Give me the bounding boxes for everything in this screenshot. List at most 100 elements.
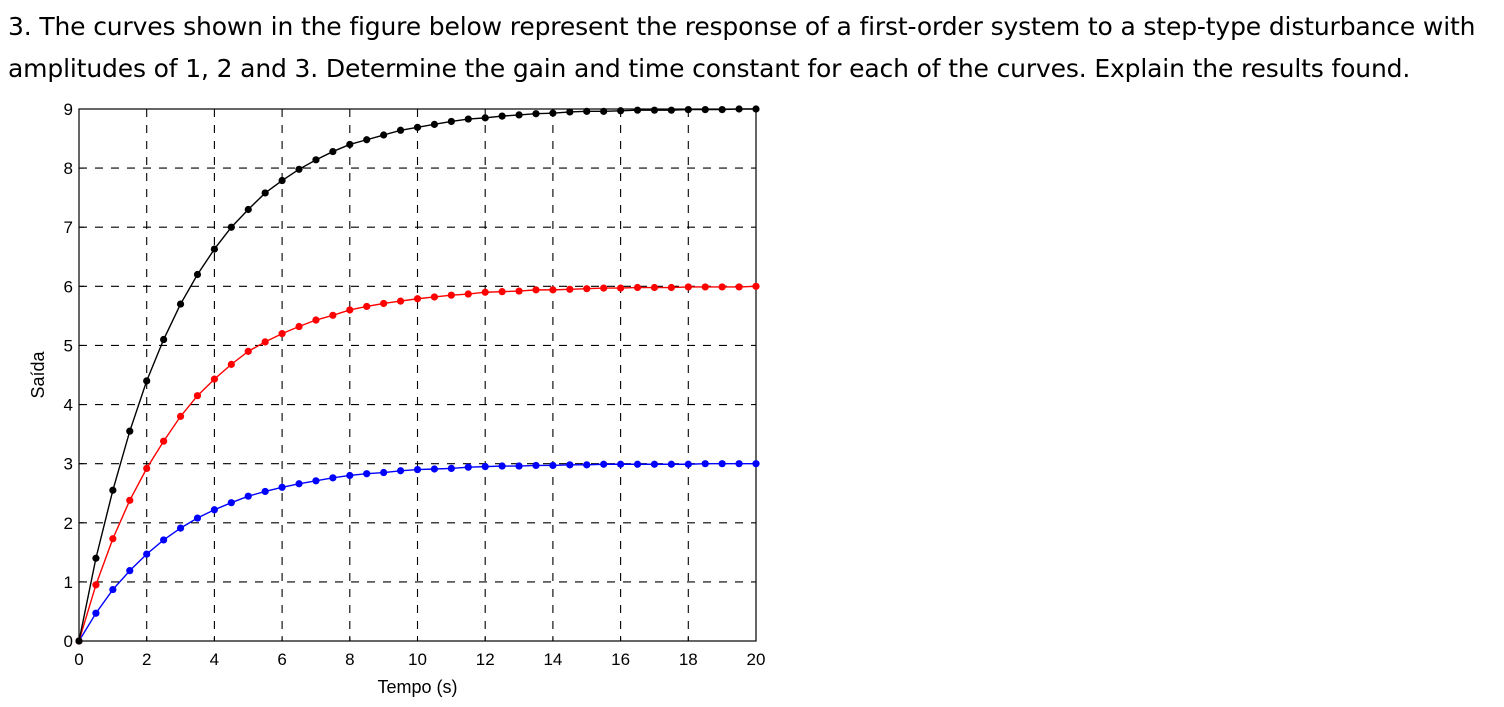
data-point: [75, 637, 83, 645]
question-text: 3. The curves shown in the figure below …: [8, 12, 1476, 83]
data-point: [447, 117, 455, 126]
y-tick-label: 0: [64, 632, 73, 651]
y-axis-label: Saída: [28, 350, 48, 398]
data-point: [532, 110, 540, 118]
data-point: [481, 288, 489, 296]
data-point: [600, 284, 608, 292]
data-point: [600, 460, 608, 468]
data-point: [346, 306, 354, 314]
data-point: [210, 245, 218, 253]
data-point: [430, 293, 439, 301]
data-point: [413, 465, 422, 474]
data-point: [312, 477, 320, 485]
data-point: [109, 486, 117, 494]
data-point: [701, 105, 709, 114]
data-point: [396, 467, 405, 475]
data-point: [633, 283, 642, 292]
data-point: [396, 126, 405, 134]
data-point: [143, 550, 151, 558]
y-tick-label: 1: [64, 573, 73, 592]
x-tick-label: 14: [543, 650, 562, 669]
data-point: [447, 464, 455, 472]
data-point: [193, 392, 202, 400]
data-point: [261, 338, 269, 346]
data-point: [261, 189, 269, 197]
y-tick-label: 2: [64, 514, 73, 533]
x-tick-label: 10: [408, 650, 427, 669]
data-point: [617, 107, 625, 115]
data-point: [244, 492, 252, 500]
data-point: [498, 462, 506, 470]
data-point: [278, 483, 286, 491]
data-point: [363, 136, 371, 144]
data-point: [430, 120, 439, 128]
data-point: [735, 460, 743, 468]
data-point: [329, 474, 337, 482]
data-point: [667, 106, 675, 114]
y-tick-label: 9: [64, 100, 73, 119]
chart: 0 2 4 6 8 10 12 14 16 18 20 0 1 2 3 4 5 6 7 8 9 Tempo (s) Sa…: [28, 100, 766, 697]
data-point: [363, 470, 371, 478]
data-point: [295, 322, 303, 331]
data-point: [718, 105, 726, 114]
data-point: [735, 105, 743, 113]
data-point: [176, 300, 185, 308]
data-point: [566, 285, 574, 293]
data-point: [481, 114, 489, 122]
data-point: [617, 284, 625, 292]
data-point: [160, 335, 168, 344]
data-point: [667, 460, 675, 468]
data-point: [515, 111, 523, 119]
data-point: [650, 460, 659, 468]
data-point: [583, 461, 591, 469]
data-point: [346, 140, 354, 149]
data-point: [650, 106, 659, 114]
data-point: [143, 464, 151, 472]
data-point: [396, 297, 405, 305]
data-point: [160, 536, 168, 544]
data-point: [684, 460, 692, 468]
data-point: [227, 360, 235, 368]
data-point: [92, 554, 100, 562]
data-point: [464, 290, 472, 298]
x-tick-label: 0: [74, 650, 83, 669]
series: [75, 105, 760, 645]
data-point: [701, 283, 709, 291]
data-point: [210, 506, 218, 514]
x-tick-label: 20: [747, 650, 766, 669]
x-tick-label: 8: [345, 650, 354, 669]
data-point: [583, 107, 591, 115]
data-point: [244, 347, 252, 355]
y-tick-label: 7: [64, 218, 73, 237]
y-tick-label: 4: [64, 396, 73, 415]
x-tick-label: 4: [210, 650, 219, 669]
data-point: [481, 463, 489, 471]
data-point: [329, 147, 337, 156]
data-point: [210, 375, 218, 383]
data-point: [312, 316, 320, 324]
data-point: [447, 291, 455, 299]
data-point: [363, 302, 371, 311]
data-point: [549, 461, 557, 470]
data-point: [109, 585, 117, 594]
data-point: [515, 287, 523, 295]
data-point: [227, 223, 235, 231]
data-point: [549, 109, 557, 117]
data-point: [718, 460, 726, 468]
data-point: [566, 108, 574, 116]
x-axis-label: Tempo (s): [377, 677, 457, 697]
data-point: [278, 176, 286, 185]
data-point: [176, 412, 185, 420]
data-point: [126, 496, 134, 504]
data-point: [464, 115, 472, 123]
data-point: [312, 156, 320, 164]
data-point: [650, 283, 659, 292]
data-point: [126, 567, 134, 575]
data-point: [227, 499, 235, 507]
y-tick-label: 8: [64, 159, 73, 178]
data-point: [261, 487, 269, 496]
data-point: [633, 460, 642, 468]
y-tick-label: 6: [64, 277, 73, 296]
data-point: [329, 311, 337, 319]
data-point: [380, 468, 388, 477]
